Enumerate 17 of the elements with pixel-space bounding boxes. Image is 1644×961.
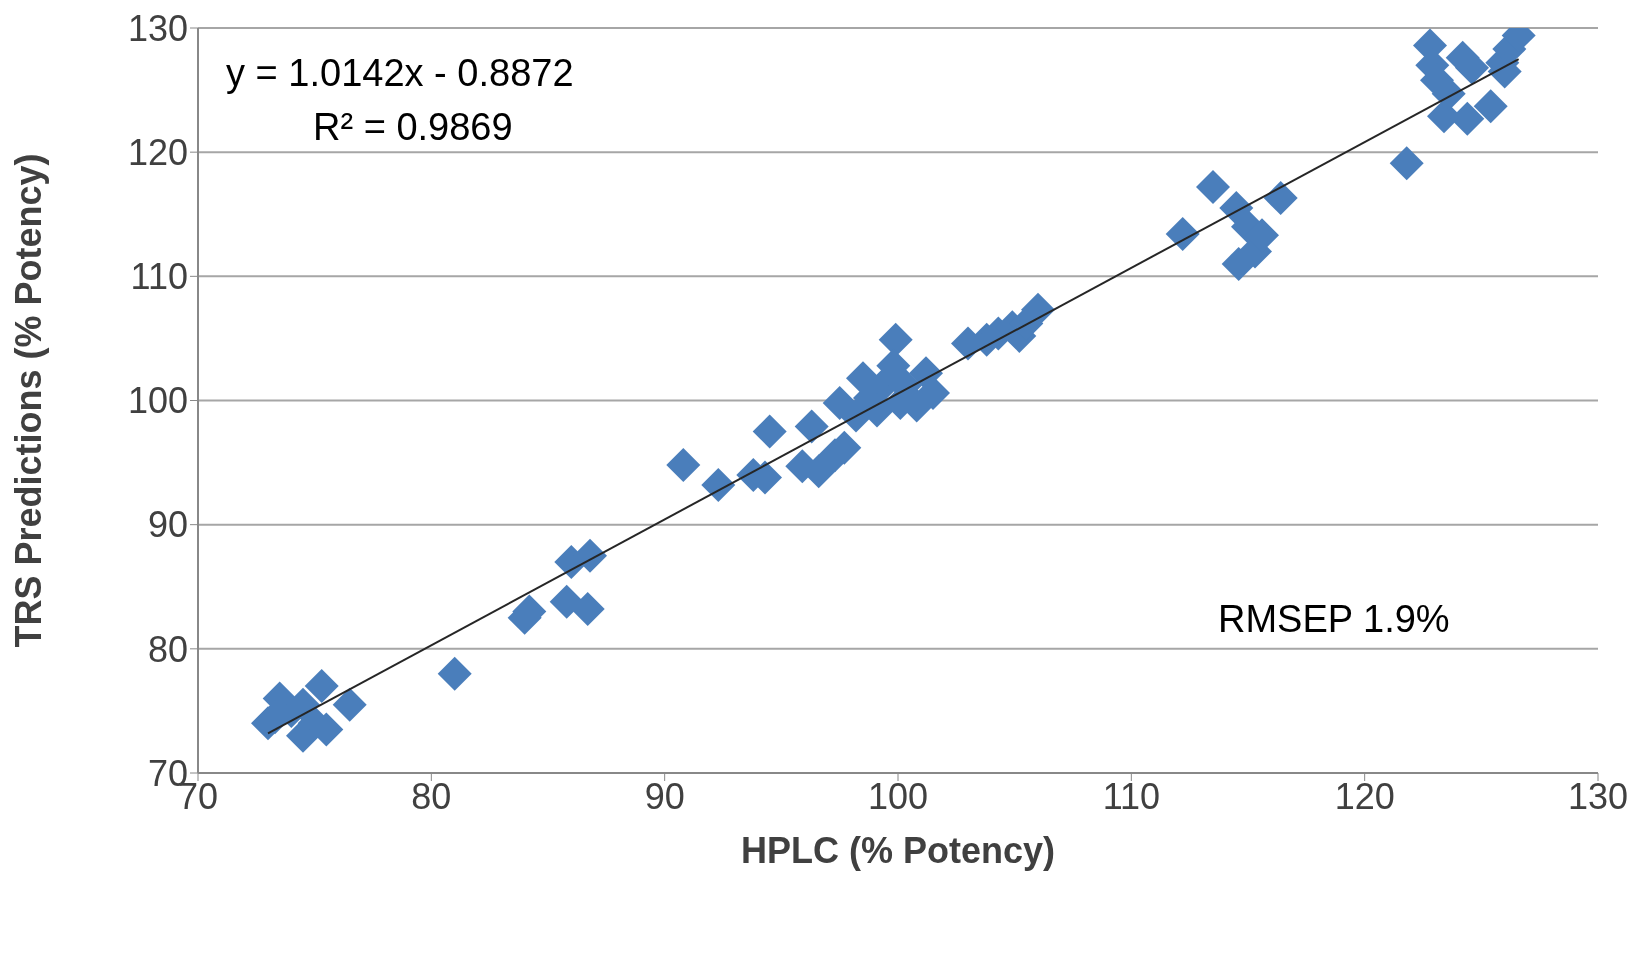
y-tick-label: 90 — [147, 504, 188, 546]
x-tick-label: 90 — [644, 775, 685, 817]
annotation: y = 1.0142x - 0.8872 — [226, 52, 574, 94]
x-tick-label: 100 — [867, 775, 929, 817]
x-tick-label: 110 — [1102, 775, 1161, 817]
x-tick-label: 130 — [1567, 775, 1629, 817]
y-tick-label: 80 — [147, 628, 188, 670]
y-tick-label: 130 — [127, 7, 188, 49]
x-tick-label: 80 — [411, 775, 452, 817]
x-axis-title: HPLC (% Potency) — [740, 830, 1056, 871]
y-tick-label: 110 — [130, 256, 188, 298]
annotation: R² = 0.9869 — [313, 106, 513, 148]
x-tick-label: 120 — [1334, 775, 1395, 817]
y-axis-title: TRS Predictions (% Potency) — [7, 153, 49, 648]
y-tick-label: 100 — [127, 380, 188, 422]
annotation: RMSEP 1.9% — [1218, 598, 1450, 640]
y-tick-label: 120 — [127, 131, 188, 173]
